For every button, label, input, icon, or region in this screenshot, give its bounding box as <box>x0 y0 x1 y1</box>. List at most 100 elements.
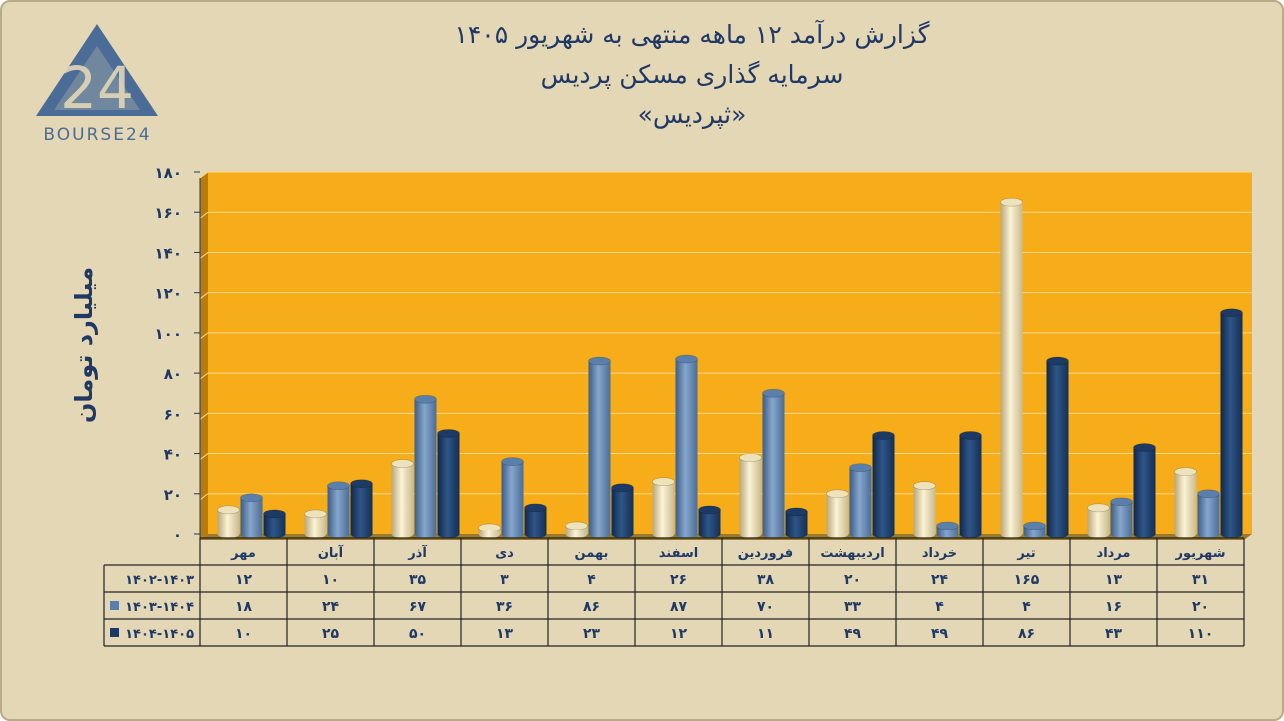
bar-cap <box>437 429 460 438</box>
bar-base <box>414 530 437 538</box>
bar-base <box>675 530 698 538</box>
bar-2 <box>1023 521 1046 538</box>
data-label: ۱۶ <box>1105 599 1122 615</box>
bar-base <box>1174 530 1197 538</box>
bar-2 <box>414 394 437 538</box>
data-label: ۴ <box>587 572 596 588</box>
bar-body <box>437 433 460 534</box>
bar-3 <box>611 483 634 538</box>
bar-cap <box>588 356 611 366</box>
y-tick-label: ۴۰ <box>164 446 182 464</box>
bar-base <box>611 530 634 538</box>
bar-body <box>1220 312 1243 534</box>
bar-body <box>872 435 895 534</box>
bar-cap <box>391 459 414 468</box>
data-label: ۳۶ <box>496 599 513 615</box>
bar-cap <box>217 505 240 515</box>
plot-area <box>208 172 1252 534</box>
data-label: ۴۳ <box>1105 626 1123 642</box>
bar-3 <box>263 509 286 538</box>
chart-title: گزارش درآمد ۱۲ ماهه منتهی به شهریور ۱۴۰۵ <box>454 20 930 49</box>
bar-base <box>1087 530 1110 538</box>
y-tick-label: ۸۰ <box>164 365 182 383</box>
bar-base <box>304 530 327 538</box>
table-row: ۱۴۰۳-۱۴۰۴ ۱۸ ۲۴ ۶۷ ۳۶ ۸۶ ۸۷ ۷۰ ۳۳ ۴ ۴ ۱۶ ۲۰ <box>110 599 1209 615</box>
x-tick-label: مهر <box>230 546 256 561</box>
bar-base <box>1110 530 1133 538</box>
bar-base <box>959 530 982 538</box>
bar-body <box>611 487 634 534</box>
data-label: ۸۶ <box>583 599 600 615</box>
symbol-label: «ثپردیس» <box>637 100 747 129</box>
bar-cap <box>739 453 762 462</box>
data-label: ۱۱ <box>757 626 774 642</box>
bar-1 <box>1087 503 1110 538</box>
data-label: ۲۳ <box>583 626 601 642</box>
bar-body <box>391 463 414 534</box>
bar-base <box>1000 530 1023 538</box>
bar-base <box>1133 530 1156 538</box>
bar-base <box>913 530 936 538</box>
data-label: ۴۹ <box>931 626 949 642</box>
y-tick-label: ۱۶۰ <box>155 204 182 222</box>
bar-cap <box>565 521 588 531</box>
bar-3 <box>437 429 460 538</box>
x-tick-label: آبان <box>318 544 344 561</box>
data-label: ۳۸ <box>757 572 775 588</box>
data-label: ۱۰ <box>322 572 339 588</box>
bar-1 <box>478 523 501 538</box>
bar-1 <box>1000 197 1023 538</box>
bar-body <box>414 399 437 534</box>
y-tick-label: ۰ <box>173 526 182 544</box>
bar-cap <box>611 483 634 493</box>
gridline-side <box>199 332 209 340</box>
gridline-side <box>199 252 209 259</box>
bar-base <box>327 530 350 538</box>
gridline-side <box>199 412 209 420</box>
gridline-side <box>199 211 209 219</box>
x-tick-label: مرداد <box>1097 546 1131 561</box>
bar-body <box>588 361 611 534</box>
y-tick-label: ۲۰ <box>164 486 182 504</box>
bar-body <box>501 461 524 534</box>
bar-3 <box>785 507 808 538</box>
bar-cap <box>1174 467 1197 476</box>
bar-cap <box>1046 356 1069 366</box>
x-tick-label: فروردین <box>738 546 793 561</box>
bar-3 <box>1133 443 1156 538</box>
bar-base <box>437 530 460 538</box>
bar-cap <box>785 507 808 517</box>
bar-2 <box>327 481 350 538</box>
bar-body <box>1110 501 1133 534</box>
bar-1 <box>826 489 849 538</box>
gridline-side <box>199 453 209 460</box>
bar-2 <box>240 493 263 538</box>
bar-2 <box>1197 489 1220 538</box>
bar-cap <box>327 481 350 491</box>
data-label: ۲۴ <box>931 572 949 588</box>
bar-base <box>217 530 240 538</box>
bar-base <box>1023 530 1046 538</box>
bar-3 <box>1046 356 1069 538</box>
bar-base <box>826 530 849 538</box>
logo-text: BOURSE24 <box>43 125 152 145</box>
bar-base <box>1220 530 1243 538</box>
bar-cap <box>1197 489 1220 499</box>
data-label: ۲۰ <box>1192 599 1209 615</box>
bar-base <box>588 530 611 538</box>
bar-cap <box>524 503 547 513</box>
gridline-side <box>199 171 209 179</box>
bar-3 <box>698 505 721 538</box>
bar-body <box>959 435 982 534</box>
data-label: ۲۰ <box>844 572 861 588</box>
bar-base <box>350 530 373 538</box>
bar-base <box>872 530 895 538</box>
bar-cap <box>698 505 721 515</box>
data-label: ۱۲ <box>670 626 688 642</box>
bar-base <box>478 530 501 538</box>
y-tick-label: ۶۰ <box>164 405 182 423</box>
bar-base <box>240 530 263 538</box>
bar-3 <box>959 431 982 538</box>
